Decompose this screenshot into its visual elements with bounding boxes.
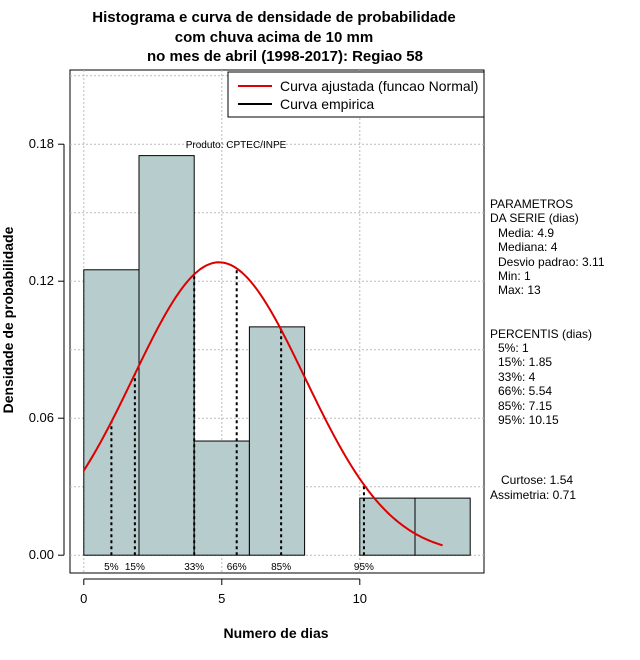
param-media: Media: 4.9 <box>498 226 554 240</box>
histogram-bar-5 <box>359 497 416 556</box>
percentis-title: PERCENTIS (dias) <box>490 327 592 341</box>
legend-label-fitted: Curva ajustada (funcao Normal) <box>280 78 478 94</box>
x-tick-label-2: 10 <box>353 591 367 606</box>
percentil-95: 95%: 10.15 <box>498 413 559 427</box>
param-min: Min: 1 <box>498 269 531 283</box>
percentile-label-5: 95% <box>354 562 374 573</box>
histogram-bar-6 <box>414 497 471 556</box>
histogram-bar-2 <box>193 440 250 556</box>
x-axis-label: Numero de dias <box>223 625 328 641</box>
percentil-85: 85%: 7.15 <box>498 399 552 413</box>
percentile-label-4: 85% <box>271 562 291 573</box>
chart-title-line-2: com chuva acima de 10 mm <box>175 29 373 46</box>
percentile-lines <box>110 268 365 556</box>
y-tick-label-2: 0.12 <box>29 273 54 288</box>
histogram-bar-3 <box>248 326 306 556</box>
legend-box <box>227 71 485 118</box>
y-tick-label-0: 0.00 <box>29 547 54 562</box>
curtose: Curtose: 1.54 <box>501 473 573 487</box>
product-label: Produto: CPTEC/INPE <box>186 140 287 151</box>
y-tick-label-1: 0.06 <box>29 410 54 425</box>
x-axis: 0 5 10 <box>80 578 367 606</box>
side-panel: PARAMETROS DA SERIE (dias) Media: 4.9 Me… <box>490 197 605 502</box>
plot-frame <box>69 69 485 574</box>
percentil-5: 5%: 1 <box>498 341 529 355</box>
legend: Curva ajustada (funcao Normal) Curva emp… <box>227 71 485 118</box>
x-tick-label-1: 5 <box>218 591 225 606</box>
param-max: Max: 13 <box>498 283 541 297</box>
percentil-66: 66%: 5.54 <box>498 384 552 398</box>
assimetria: Assimetria: 0.71 <box>490 488 576 502</box>
percentile-label-0: 5% <box>104 562 119 573</box>
y-axis: 0.00 0.06 0.12 0.18 <box>29 136 65 562</box>
percentile-labels: 5% 15% 33% 66% 85% 95% <box>104 562 374 573</box>
param-desvio: Desvio padrao: 3.11 <box>498 255 605 269</box>
normal-curve <box>82 261 443 547</box>
percentile-label-2: 33% <box>184 562 204 573</box>
params-title-line-1: PARAMETROS <box>490 197 573 211</box>
chart-title-line-3: no mes de abril (1998-2017): Regiao 58 <box>147 48 423 65</box>
legend-label-empirical: Curva empirica <box>280 96 374 112</box>
histogram-bar-1 <box>138 155 195 556</box>
histogram-bars <box>83 155 471 556</box>
y-axis-label: Densidade de probabilidade <box>0 226 16 413</box>
percentile-label-1: 15% <box>125 562 145 573</box>
y-tick-label-3: 0.18 <box>29 136 54 151</box>
percentil-15: 15%: 1.85 <box>498 355 552 369</box>
params-title-line-2: DA SERIE (dias) <box>490 211 579 225</box>
percentil-33: 33%: 4 <box>498 370 536 384</box>
percentile-label-3: 66% <box>227 562 247 573</box>
x-tick-label-0: 0 <box>80 591 87 606</box>
chart-title-line-1: Histograma e curva de densidade de proba… <box>92 9 455 26</box>
normal-curve-line <box>82 261 443 547</box>
param-mediana: Mediana: 4 <box>498 240 558 254</box>
